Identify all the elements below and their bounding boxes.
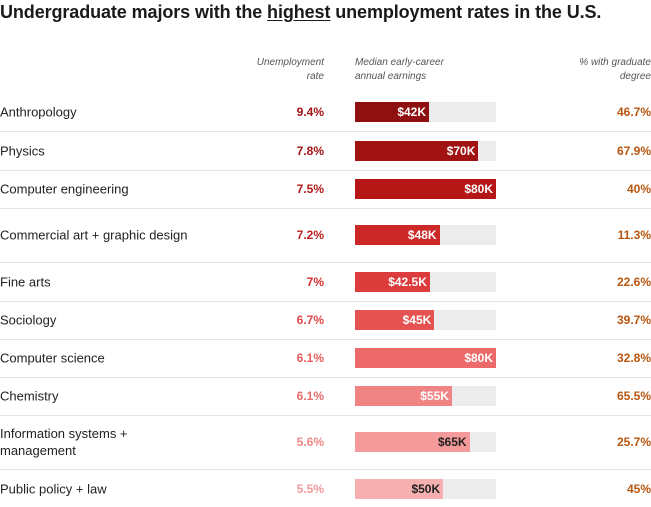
- earnings-bar-track: $80K: [355, 179, 496, 199]
- earnings-bar-label: $45K: [402, 313, 432, 327]
- major-label: Anthropology: [0, 104, 77, 120]
- chart-title-after: unemployment rates in the U.S.: [330, 2, 602, 22]
- unemployment-rate: 6.1%: [296, 389, 324, 403]
- earnings-bar: $48K: [355, 225, 440, 245]
- unemployment-rate: 7%: [306, 275, 324, 289]
- unemployment-rate: 7.8%: [296, 144, 324, 158]
- major-label: Chemistry: [0, 388, 59, 404]
- chart-title-highlight: highest: [267, 2, 331, 22]
- chart-title: Undergraduate majors with the highest un…: [0, 2, 601, 23]
- earnings-bar-label: $55K: [420, 389, 449, 403]
- earnings-bar: $45K: [355, 310, 435, 330]
- earnings-bar: $80K: [355, 179, 496, 199]
- row-divider: [0, 339, 651, 340]
- earnings-bar: $70K: [355, 141, 479, 161]
- row-divider: [0, 170, 651, 171]
- grad-degree-percent: 45%: [626, 482, 651, 496]
- major-label: Sociology: [0, 312, 57, 328]
- earnings-bar-track: $48K: [355, 225, 496, 245]
- grad-degree-percent: 11.3%: [617, 228, 651, 242]
- earnings-bar: $50K: [355, 479, 444, 499]
- column-header-earnings-line2: annual earnings: [355, 71, 427, 82]
- grad-degree-percent: 65.5%: [616, 389, 651, 403]
- row-divider: [0, 469, 651, 470]
- earnings-bar-track: $65K: [355, 432, 496, 452]
- unemployment-rate: 5.5%: [296, 482, 324, 496]
- earnings-bar-label: $48K: [407, 228, 437, 242]
- row-divider: [0, 301, 651, 302]
- column-header-unemployment-line2: rate: [306, 71, 324, 82]
- row-divider: [0, 208, 651, 209]
- grad-degree-percent: 46.7%: [616, 105, 651, 119]
- row-divider: [0, 262, 651, 263]
- major-label: Computer engineering: [0, 181, 129, 197]
- earnings-bar: $80K: [355, 348, 496, 368]
- earnings-bar-label: $42.5K: [388, 275, 427, 289]
- grad-degree-percent: 32.8%: [616, 351, 651, 365]
- earnings-bar-track: $55K: [355, 386, 496, 406]
- earnings-bar: $42K: [355, 102, 430, 122]
- earnings-bar-label: $42K: [397, 105, 427, 119]
- unemployment-rate: 6.7%: [296, 313, 324, 327]
- major-label: Computer science: [0, 350, 105, 366]
- earnings-bar: $55K: [355, 386, 452, 406]
- unemployment-rate: 7.5%: [296, 182, 324, 196]
- earnings-bar-label: $65K: [437, 435, 467, 449]
- earnings-bar-track: $80K: [355, 348, 496, 368]
- major-label: Physics: [0, 143, 45, 159]
- column-header-grad-line2: degree: [619, 71, 651, 82]
- grad-degree-percent: 40%: [626, 182, 651, 196]
- unemployment-rate: 5.6%: [296, 435, 324, 449]
- column-header-unemployment-line1: Unemployment: [256, 57, 324, 68]
- grad-degree-percent: 22.6%: [616, 275, 651, 289]
- column-header-grad-line1: % with graduate: [579, 57, 651, 68]
- earnings-bar-track: $42K: [355, 102, 496, 122]
- earnings-bar: $65K: [355, 432, 470, 452]
- earnings-bar-track: $42.5K: [355, 272, 496, 292]
- column-header-unemployment: Unemployment rate: [224, 56, 324, 84]
- earnings-bar-label: $80K: [464, 182, 493, 196]
- major-label: Commercial art + graphic design: [0, 227, 188, 243]
- major-label: Information systems + management: [0, 426, 128, 458]
- earnings-bar-label: $50K: [411, 482, 441, 496]
- unemployment-rate: 6.1%: [296, 351, 324, 365]
- major-label: Public policy + law: [0, 481, 107, 497]
- grad-degree-percent: 39.7%: [616, 313, 651, 327]
- column-header-earnings-line1: Median early-career: [355, 57, 444, 68]
- grad-degree-percent: 67.9%: [616, 144, 651, 158]
- row-divider: [0, 377, 651, 378]
- column-header-earnings: Median early-career annual earnings: [355, 56, 495, 84]
- unemployment-rate: 7.2%: [296, 228, 324, 242]
- earnings-bar: $42.5K: [355, 272, 430, 292]
- unemployment-rate: 9.4%: [296, 105, 324, 119]
- earnings-bar-track: $70K: [355, 141, 496, 161]
- earnings-bar-track: $50K: [355, 479, 496, 499]
- column-header-grad-degree: % with graduate degree: [531, 56, 651, 84]
- earnings-bar-label: $80K: [464, 351, 493, 365]
- earnings-bar-label: $70K: [446, 144, 476, 158]
- major-label: Fine arts: [0, 274, 51, 290]
- chart-title-before: Undergraduate majors with the: [0, 2, 268, 22]
- earnings-bar-track: $45K: [355, 310, 496, 330]
- grad-degree-percent: 25.7%: [616, 435, 651, 449]
- row-divider: [0, 415, 651, 416]
- row-divider: [0, 131, 651, 132]
